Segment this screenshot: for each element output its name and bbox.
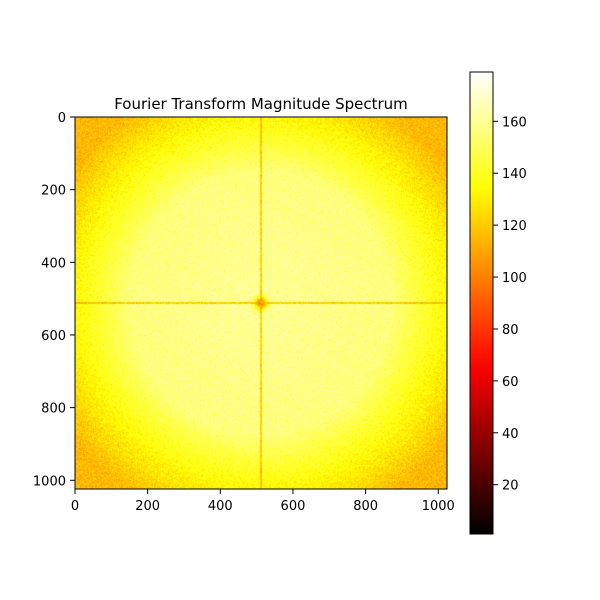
colorbar-tick-label: 40 <box>502 427 519 442</box>
colorbar-tick-label: 140 <box>502 167 527 182</box>
y-tick-label: 200 <box>41 184 66 199</box>
colorbar-frame <box>469 71 494 535</box>
axes-frame <box>74 116 448 490</box>
y-axis: 0 200 400 600 800 1000 <box>33 111 75 489</box>
x-tick-label: 600 <box>281 499 306 514</box>
colorbar-tick-label: 20 <box>502 479 519 494</box>
y-tick-label: 0 <box>58 111 66 126</box>
colorbar-ticks: 20 40 60 80 100 120 140 160 <box>493 115 527 494</box>
spectrum-image <box>75 117 447 489</box>
y-tick-label: 400 <box>41 256 66 271</box>
x-axis: 0 200 400 600 800 1000 <box>71 489 455 514</box>
x-tick-label: 0 <box>71 499 79 514</box>
chart-title: Fourier Transform Magnitude Spectrum <box>114 95 408 113</box>
y-tick-label: 600 <box>41 329 66 344</box>
colorbar-tick-label: 100 <box>502 271 527 286</box>
colorbar-tick-label: 120 <box>502 219 527 234</box>
y-tick-label: 800 <box>41 402 66 417</box>
colorbar-tick-label: 160 <box>502 115 527 130</box>
y-tick-label: 1000 <box>33 474 66 489</box>
colorbar: 20 40 60 80 100 120 140 160 <box>469 71 527 535</box>
colorbar-tick-label: 60 <box>502 375 519 390</box>
colorbar-gradient <box>470 72 493 534</box>
x-tick-label: 800 <box>353 499 378 514</box>
plot-area <box>74 116 448 490</box>
x-tick-label: 400 <box>208 499 233 514</box>
x-tick-label: 1000 <box>422 499 455 514</box>
x-tick-label: 200 <box>135 499 160 514</box>
colorbar-tick-label: 80 <box>502 323 519 338</box>
